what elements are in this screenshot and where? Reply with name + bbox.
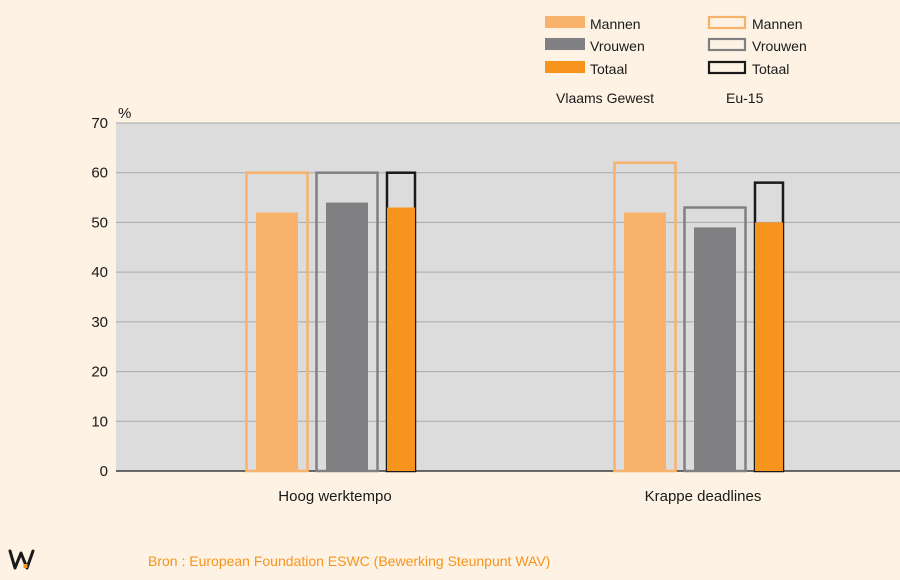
legend-swatch-outline-mannen xyxy=(707,15,747,30)
y-tick-label: 50 xyxy=(91,214,108,231)
bar-vlaams-totaal xyxy=(755,222,783,471)
legend-swatch-outline-totaal xyxy=(707,60,747,75)
y-tick-label: 70 xyxy=(91,115,108,132)
x-category-label: Hoog werktempo xyxy=(278,488,391,505)
legend-swatch-totaal xyxy=(545,61,585,73)
logo-icon xyxy=(8,549,35,570)
logo-w-stroke xyxy=(8,549,35,570)
source-note: Bron : European Foundation ESWC (Bewerki… xyxy=(148,553,550,569)
y-axis-label: % xyxy=(118,105,131,122)
legend-label: Mannen xyxy=(590,16,641,32)
bar-vlaams-mannen xyxy=(624,212,666,471)
y-tick-label: 20 xyxy=(91,364,108,381)
x-category-label: Krappe deadlines xyxy=(645,488,762,505)
logo-dot xyxy=(23,564,28,568)
bar-vlaams-vrouwen xyxy=(326,202,368,472)
bar-vlaams-vrouwen xyxy=(694,227,736,471)
legend-label: Mannen xyxy=(752,16,803,32)
legend-swatch-vrouwen xyxy=(545,38,585,50)
y-tick-label: 40 xyxy=(91,264,108,281)
legend-label: Totaal xyxy=(590,61,627,77)
legend-swatch-outline-vrouwen xyxy=(707,37,747,52)
y-tick-label: 60 xyxy=(91,165,108,182)
legend-group-label: Vlaams Gewest xyxy=(556,90,654,106)
y-tick-label: 30 xyxy=(91,314,108,331)
legend-swatch-mannen xyxy=(545,16,585,28)
y-tick-label: 0 xyxy=(100,463,108,480)
bar-vlaams-totaal xyxy=(387,207,415,471)
bar-vlaams-mannen xyxy=(256,212,298,471)
legend-label: Vrouwen xyxy=(752,38,807,54)
legend-group-label: Eu-15 xyxy=(726,90,764,106)
y-tick-label: 10 xyxy=(91,413,108,430)
legend-label: Vrouwen xyxy=(590,38,645,54)
legend-label: Totaal xyxy=(752,61,789,77)
